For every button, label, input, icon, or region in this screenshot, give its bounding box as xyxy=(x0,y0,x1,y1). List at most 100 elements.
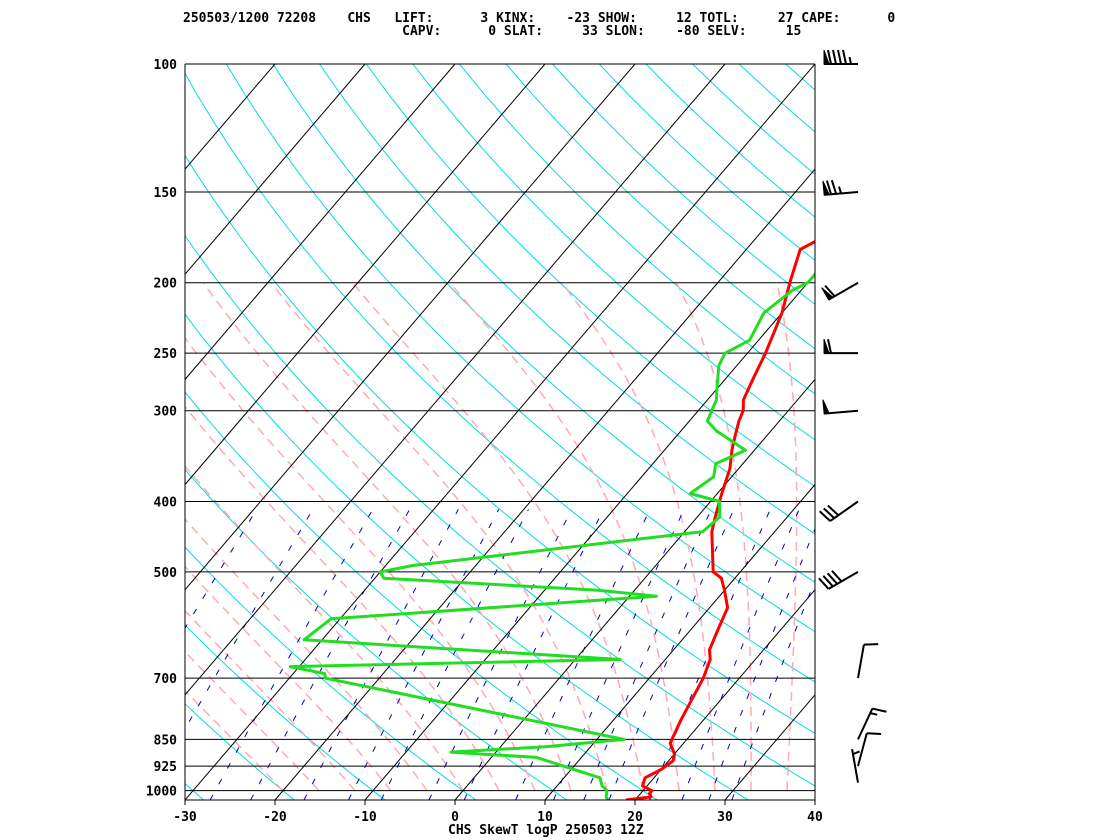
temperature-tick-label: 30 xyxy=(717,810,733,825)
pressure-tick-label: 925 xyxy=(154,760,177,775)
pressure-tick-label: 150 xyxy=(154,186,178,201)
temperature-tick-label: -30 xyxy=(173,810,197,825)
isotherm xyxy=(185,64,456,381)
wind-barb-half-feather xyxy=(852,750,860,756)
isotherm xyxy=(185,64,276,170)
wind-barb-feather xyxy=(818,577,830,590)
wind-barb-feather xyxy=(822,575,834,588)
wind-barb xyxy=(857,643,879,679)
mixing-ratio-line xyxy=(681,509,800,800)
isotherm xyxy=(454,378,815,800)
pressure-tick-label: 500 xyxy=(154,566,178,581)
wind-barb-feather xyxy=(832,49,837,65)
mixing-ratio-line xyxy=(185,509,314,731)
moist-adiabat xyxy=(185,336,536,792)
dry-adiabat xyxy=(552,64,815,305)
dry-adiabat xyxy=(272,64,815,583)
mixing-ratio-line xyxy=(708,527,815,800)
wind-barb-staff xyxy=(828,571,859,590)
wind-barb xyxy=(818,570,859,590)
dry-adiabat xyxy=(185,703,295,800)
wind-barb-feather xyxy=(831,570,843,583)
wind-barb-feather xyxy=(827,504,840,516)
isotherm xyxy=(185,64,815,800)
mixing-ratio-line xyxy=(250,509,411,800)
moist-adiabat xyxy=(185,609,356,792)
dry-adiabat xyxy=(412,64,815,441)
moist-adiabat xyxy=(561,282,716,791)
wind-barb-half-feather xyxy=(848,56,852,65)
isotherm xyxy=(364,273,815,800)
wind-barb xyxy=(857,732,882,767)
wind-barb-staff xyxy=(851,749,859,783)
dry-adiabat xyxy=(785,64,815,91)
pressure-tick-label: 200 xyxy=(154,277,178,292)
dry-adiabat xyxy=(365,64,815,488)
dry-adiabat xyxy=(185,782,204,800)
plot-frame xyxy=(184,64,816,801)
mixing-ratio-line xyxy=(348,509,500,800)
dry-adiabat xyxy=(185,234,815,787)
mixing-ratio-line xyxy=(209,509,374,800)
wind-barb-pennant xyxy=(822,399,830,415)
moist-adiabat xyxy=(185,517,428,792)
moist-adiabat xyxy=(270,282,608,791)
dry-adiabat xyxy=(185,391,658,800)
isotherm xyxy=(185,64,636,591)
wind-barb-staff xyxy=(829,500,859,522)
isotherm xyxy=(185,64,366,276)
moist-adiabat xyxy=(185,565,392,792)
profile-lines xyxy=(288,239,815,800)
isobar-lines xyxy=(185,63,815,792)
wind-barb-half-feather xyxy=(838,186,843,194)
isotherm xyxy=(724,694,815,800)
moist-adiabat xyxy=(185,650,320,792)
dry-adiabat xyxy=(225,64,815,633)
dry-adiabat xyxy=(185,72,815,683)
dry-adiabat xyxy=(185,313,749,800)
isotherm xyxy=(634,588,815,800)
wind-barb-staff xyxy=(857,644,865,679)
wind-barb-feather xyxy=(824,284,836,297)
pressure-tick-label: 250 xyxy=(154,347,178,362)
wind-barb-feather xyxy=(823,507,835,519)
chart-title: CHS SkewT logP 250503 12Z xyxy=(448,823,644,838)
isotherm xyxy=(814,799,815,800)
isotherm xyxy=(0,64,95,800)
mixing-ratio-line xyxy=(380,509,529,800)
wind-barb-feather xyxy=(842,49,847,65)
moist-adiabat xyxy=(185,405,500,792)
mixing-ratio-line xyxy=(731,579,815,800)
mixing-ratio-line xyxy=(583,509,712,800)
mixing-ratio-line xyxy=(428,509,573,800)
dry-adiabat xyxy=(598,64,815,262)
header-line-2: CAPV: 0 SLAT: 33 SLON: -80 SELV: 15 xyxy=(183,24,801,39)
mixing-ratio-line xyxy=(185,509,258,630)
wind-barb xyxy=(822,179,859,196)
isotherm xyxy=(274,168,815,800)
dry-adiabat xyxy=(692,64,815,175)
wind-barb-feather xyxy=(830,179,838,195)
dry-adiabat xyxy=(185,154,815,734)
mixing-ratio-line xyxy=(608,509,735,800)
dry-adiabat xyxy=(185,546,477,800)
wind-barb-half-feather xyxy=(870,712,878,716)
wind-barbs xyxy=(818,49,887,783)
pressure-tick-label: 850 xyxy=(154,733,178,748)
wind-barb xyxy=(821,281,859,301)
moist-adiabat xyxy=(675,282,752,791)
isotherm xyxy=(185,64,186,65)
wind-barb-feather xyxy=(818,510,831,522)
pressure-tick-label: 300 xyxy=(154,405,178,420)
temperature-tick-label: 0 xyxy=(451,810,459,825)
temperature-tick-label: 10 xyxy=(537,810,553,825)
wind-barb-feather xyxy=(837,49,842,65)
wind-barb-staff xyxy=(828,281,859,301)
wind-barb xyxy=(818,500,859,522)
dry-adiabat xyxy=(505,64,815,350)
pressure-tick-label: 700 xyxy=(154,672,178,687)
dry-adiabat xyxy=(185,624,386,800)
wind-barb-pennant xyxy=(822,180,830,196)
dry-adiabat xyxy=(738,64,815,133)
wind-barb-feather xyxy=(863,643,879,646)
